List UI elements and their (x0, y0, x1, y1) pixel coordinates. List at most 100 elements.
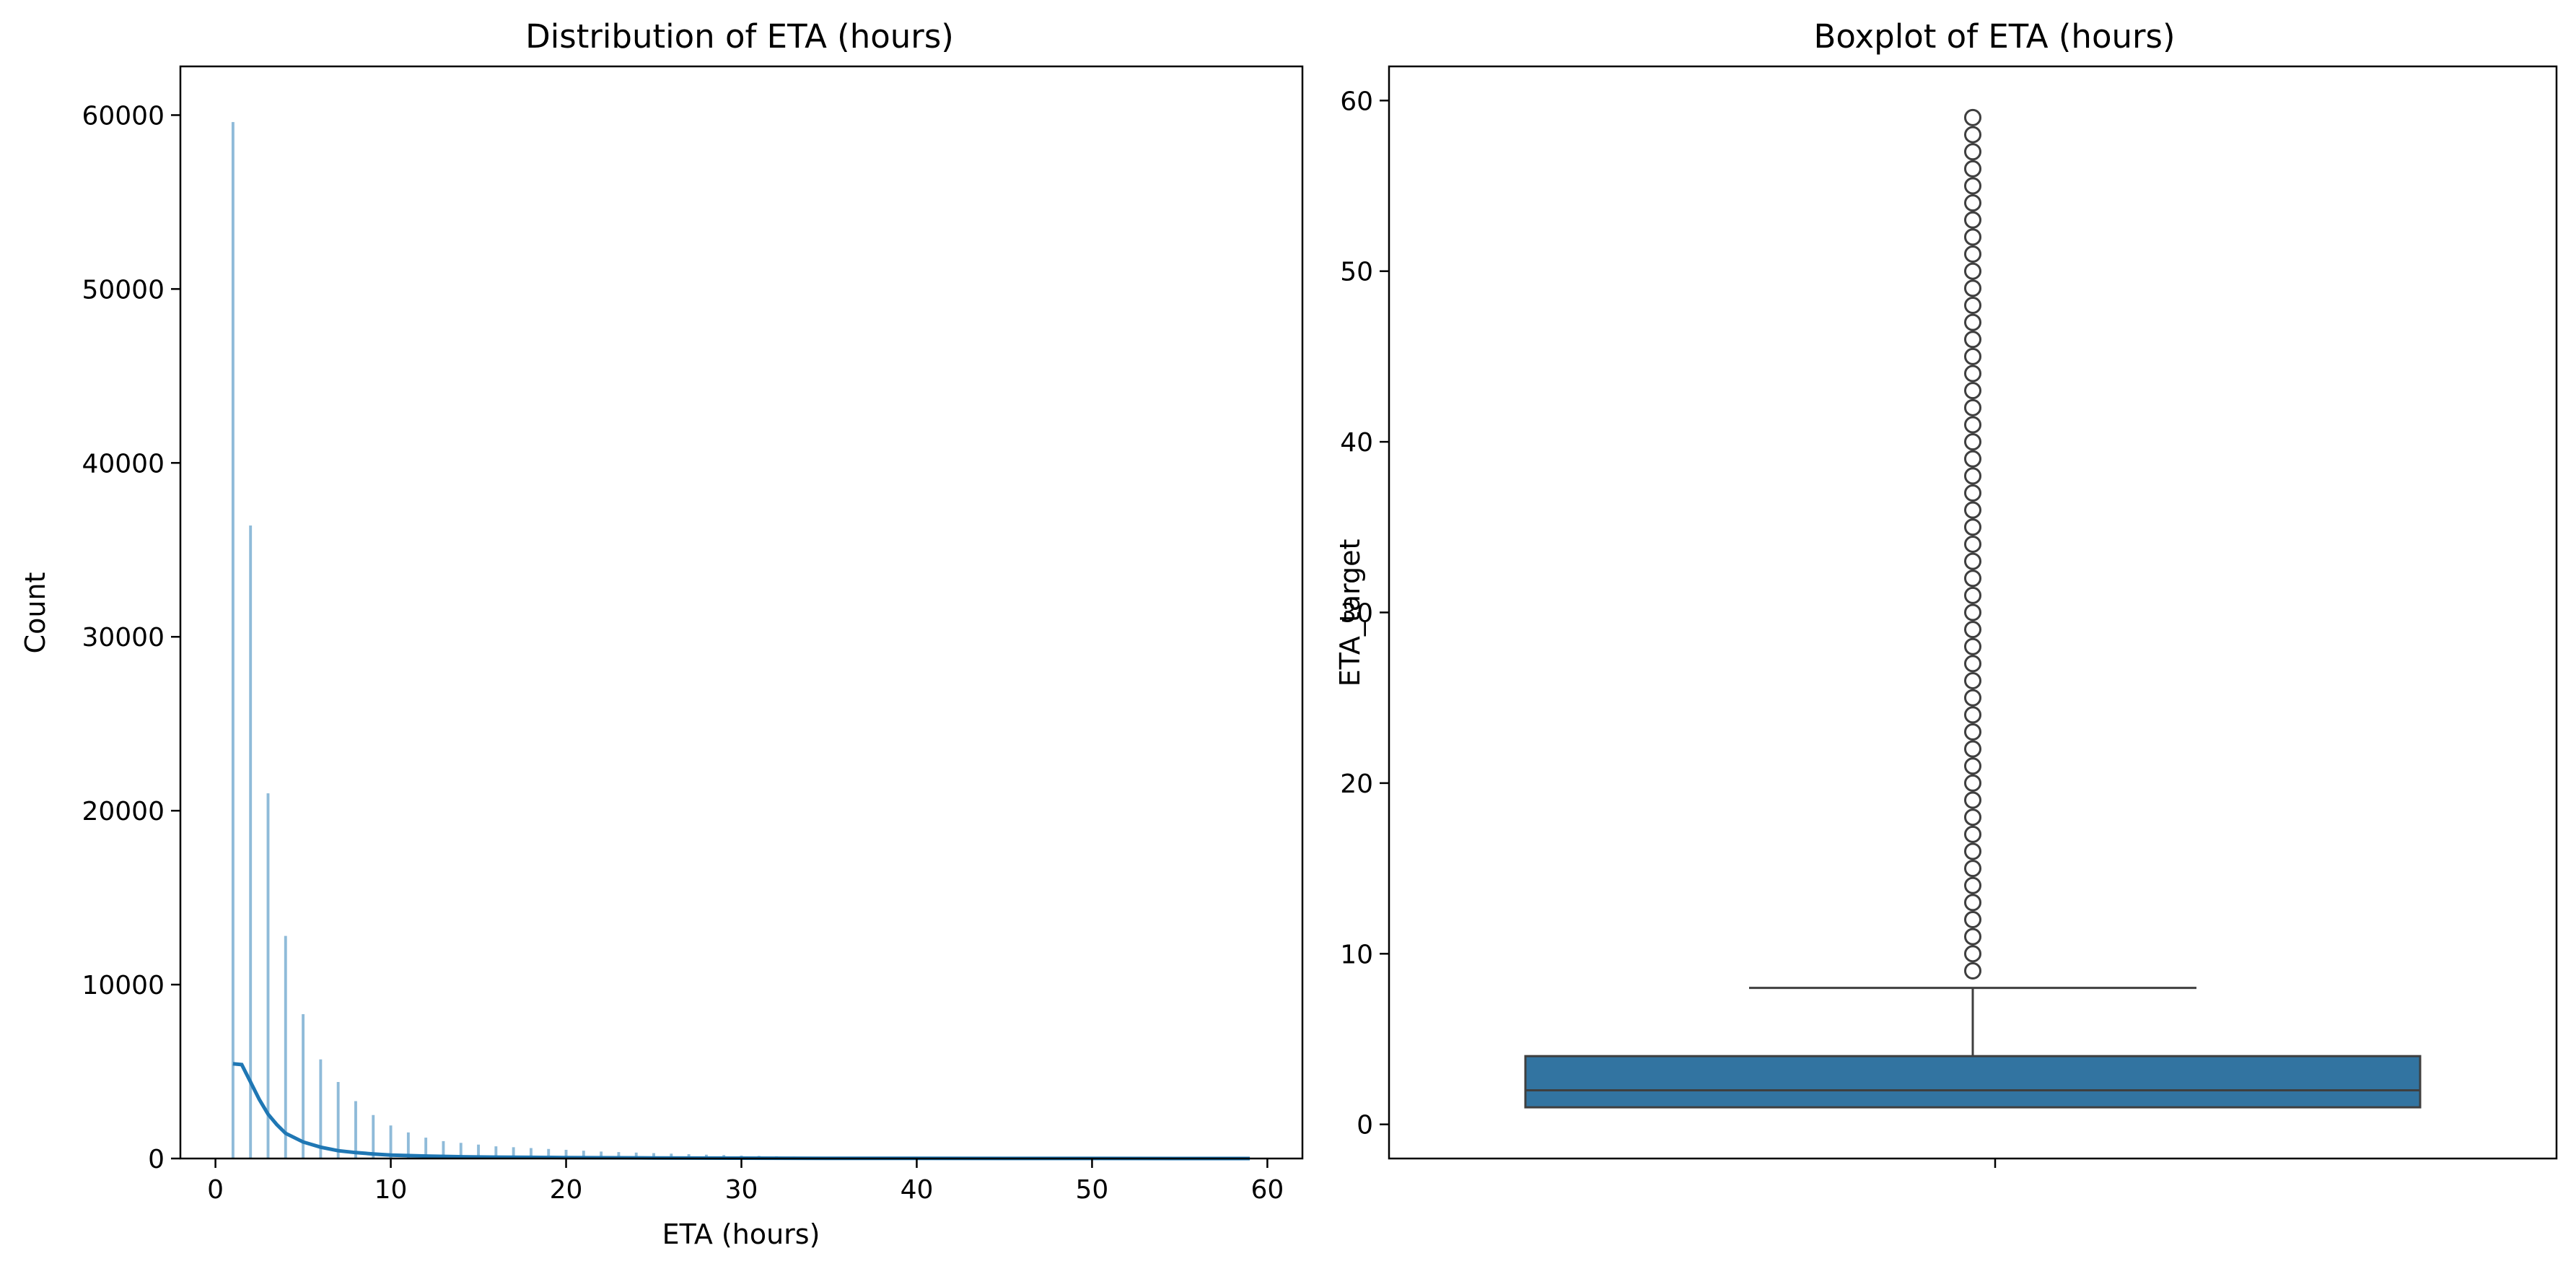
outlier-point (1964, 228, 1981, 246)
outlier-point (1964, 945, 1981, 963)
histogram-bar (406, 1132, 410, 1159)
outlier-point (1964, 365, 1981, 383)
y-tick-label: 50000 (82, 275, 165, 305)
histogram-x-label: ETA (hours) (662, 1218, 820, 1250)
histogram-bar (459, 1143, 463, 1159)
histogram-bar (249, 525, 253, 1159)
y-tick-label: 20000 (82, 797, 165, 826)
boxplot-outliers (1964, 108, 1981, 980)
outlier-point (1964, 774, 1981, 792)
outlier-point (1964, 961, 1981, 980)
histogram-bar (231, 122, 235, 1159)
histogram-bar (266, 793, 270, 1159)
outlier-point (1964, 535, 1981, 553)
histogram-bar (529, 1148, 533, 1159)
outlier-point (1964, 501, 1981, 519)
outlier-point (1964, 279, 1981, 297)
outlier-point (1964, 928, 1981, 946)
outlier-point (1964, 126, 1981, 144)
outlier-point (1964, 194, 1981, 212)
histogram-bar (442, 1140, 445, 1159)
outlier-point (1964, 860, 1981, 878)
outlier-point (1964, 467, 1981, 485)
outlier-point (1964, 791, 1981, 809)
histogram-bar (582, 1151, 585, 1159)
histogram-bar (336, 1081, 340, 1159)
outlier-point (1964, 177, 1981, 195)
histogram-panel: Distribution of ETA (hours) 0 10 20 30 40 50 6… (19, 17, 1304, 1250)
outlier-point (1964, 911, 1981, 929)
outlier-point (1964, 245, 1981, 263)
histogram-bar (617, 1152, 621, 1159)
y-tick-label: 40 (1340, 428, 1373, 458)
outlier-point (1964, 757, 1981, 775)
outlier-point (1964, 603, 1981, 621)
x-tick-label: 0 (207, 1175, 224, 1205)
boxplot-body (1524, 987, 2422, 1109)
histogram-bar (600, 1151, 603, 1159)
x-tick-label: 60 (1251, 1175, 1284, 1205)
outlier-point (1964, 211, 1981, 229)
outlier-point (1964, 143, 1981, 161)
outlier-point (1964, 740, 1981, 758)
outlier-point (1964, 313, 1981, 331)
outlier-point (1964, 689, 1981, 707)
boxplot-y-label: ETA_target (1334, 539, 1366, 687)
outlier-point (1964, 262, 1981, 280)
outlier-point (1964, 382, 1981, 400)
outlier-point (1964, 706, 1981, 724)
y-tick-label: 50 (1340, 258, 1373, 287)
histogram-bar (634, 1152, 638, 1159)
outlier-point (1964, 108, 1981, 126)
outlier-point (1964, 484, 1981, 502)
y-tick-label: 10000 (82, 971, 165, 1000)
outlier-point (1964, 825, 1981, 843)
outlier-point (1964, 416, 1981, 434)
y-tick-label: 0 (1357, 1111, 1373, 1140)
histogram-bar (319, 1059, 323, 1159)
histogram-bar (547, 1148, 551, 1159)
x-tick-label: 30 (725, 1175, 758, 1205)
histogram-bar (302, 1014, 305, 1159)
histogram-bar (564, 1149, 568, 1159)
histogram-bar (477, 1144, 480, 1159)
histogram-y-label: Count (19, 572, 51, 654)
outlier-point (1964, 655, 1981, 673)
x-tick-label: 10 (374, 1175, 408, 1205)
outlier-point (1964, 842, 1981, 860)
histogram-bar (424, 1138, 428, 1159)
outlier-point (1964, 586, 1981, 604)
outlier-point (1964, 672, 1981, 690)
y-tick-label: 40000 (82, 449, 165, 479)
outlier-point (1964, 894, 1981, 912)
histogram-bar (354, 1101, 357, 1159)
outlier-point (1964, 160, 1981, 178)
histogram-x-ticks: 0 10 20 30 40 50 60 (207, 1159, 1284, 1205)
y-tick-label: 20 (1340, 769, 1373, 799)
outlier-point (1964, 296, 1981, 314)
y-tick-label: 30000 (82, 623, 165, 653)
histogram-bar (652, 1153, 655, 1159)
outlier-point (1964, 808, 1981, 826)
x-tick-label: 20 (550, 1175, 583, 1205)
histogram-title: Distribution of ETA (hours) (525, 17, 954, 56)
boxplot-title: Boxplot of ETA (hours) (1813, 17, 2175, 56)
y-tick-label: 60000 (82, 101, 165, 131)
x-tick-label: 50 (1076, 1175, 1109, 1205)
outlier-point (1964, 723, 1981, 741)
histogram-bar (512, 1147, 515, 1159)
iqr-box (1524, 1055, 2422, 1109)
y-tick-label: 60 (1340, 87, 1373, 116)
histogram-bars (231, 122, 1252, 1159)
y-tick-label: 30 (1340, 599, 1373, 629)
boxplot-y-ticks: 0 10 20 30 40 50 60 (1340, 87, 1389, 1140)
outlier-point (1964, 552, 1981, 570)
outlier-point (1964, 621, 1981, 639)
histogram-bar (372, 1114, 375, 1159)
outlier-point (1964, 570, 1981, 588)
x-tick-label: 40 (901, 1175, 934, 1205)
outlier-point (1964, 637, 1981, 655)
histogram-bar (284, 935, 287, 1159)
histogram-bar (494, 1146, 498, 1159)
y-tick-label: 0 (148, 1145, 165, 1174)
